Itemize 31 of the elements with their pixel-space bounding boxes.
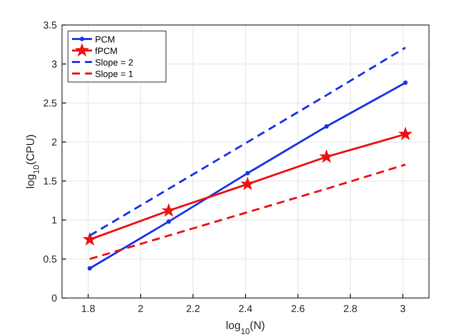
- point: [245, 171, 250, 176]
- legend-label: fPCM: [95, 46, 118, 56]
- x-axis-title: log$_{10}$(N): [226, 320, 266, 335]
- x-tick-label: 2.6: [290, 304, 306, 315]
- line-series: [88, 164, 406, 260]
- point: [320, 150, 333, 162]
- point: [88, 266, 92, 271]
- point: [166, 219, 171, 224]
- y-tick-label: 3: [51, 60, 58, 70]
- y-tick-label: 3.5: [43, 20, 58, 32]
- y-tick-label: 2: [51, 138, 58, 148]
- point: [324, 124, 329, 129]
- y-tick-label: 1: [51, 216, 58, 226]
- x-tick-label: 3: [400, 304, 406, 315]
- y-tick-label: 0.5: [43, 254, 58, 266]
- x-tick-label: 2.4: [238, 304, 253, 315]
- point: [84, 233, 96, 245]
- legend-label: Slope = 2: [95, 58, 134, 68]
- y-tick-label: 0: [51, 294, 58, 304]
- point: [162, 204, 175, 216]
- x-tick-label: 2: [138, 304, 144, 315]
- y-tick-label: 2.5: [43, 98, 58, 110]
- x-tick-label: 2.8: [343, 304, 358, 315]
- x-tick-label: 2.2: [186, 304, 200, 315]
- legend-label: PCM: [95, 34, 115, 44]
- point: [403, 80, 408, 85]
- y-tick-label: 1.5: [43, 176, 58, 188]
- point: [241, 178, 254, 190]
- point: [399, 128, 412, 140]
- legend-label: Slope = 1: [95, 69, 134, 79]
- x-tick-label: 1.8: [81, 304, 96, 315]
